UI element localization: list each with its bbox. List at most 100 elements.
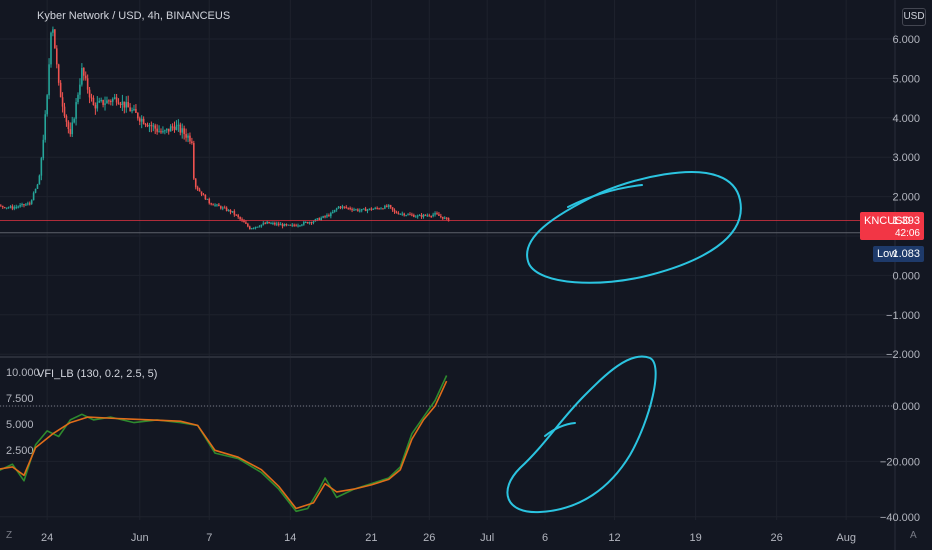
candle-body: [331, 211, 334, 214]
zoom-reset-icon[interactable]: Z: [6, 530, 13, 541]
candle-body: [183, 128, 185, 135]
candle-body: [23, 204, 25, 206]
candle-body: [48, 64, 50, 96]
candle-body: [5, 207, 8, 209]
candle-body: [200, 191, 203, 195]
candle-body: [181, 128, 184, 133]
candle-body: [389, 205, 392, 208]
price-tag-symbol: KNCUSD: [864, 215, 911, 227]
candle-body: [21, 204, 23, 206]
candle-body: [397, 213, 400, 215]
candle-body: [387, 205, 390, 207]
auto-scale-icon[interactable]: A: [910, 530, 917, 541]
candle-body: [393, 209, 396, 212]
candle-body: [140, 118, 143, 122]
tick-stroke-drawing[interactable]: [544, 422, 576, 437]
candle-body: [239, 217, 241, 220]
candle-body: [135, 108, 137, 113]
candle-body: [127, 102, 129, 108]
candle-body: [92, 97, 95, 106]
candle-body: [337, 206, 340, 209]
candle-body: [368, 208, 371, 210]
candle-body: [90, 97, 93, 99]
candle-body: [324, 216, 326, 218]
low-price-tag: Low 1.083: [873, 246, 924, 262]
candle-body: [32, 192, 35, 201]
drawings[interactable]: [506, 171, 742, 514]
candle-body: [440, 215, 442, 217]
candle-body: [322, 216, 324, 218]
candle-body: [193, 143, 195, 179]
candle-body: [436, 213, 438, 215]
candle-body: [57, 64, 60, 83]
candle-body: [96, 102, 99, 109]
trend-stroke-drawing[interactable]: [567, 184, 643, 208]
currency-badge[interactable]: USD: [902, 8, 926, 26]
candle-body: [378, 208, 380, 210]
candle-body: [318, 218, 321, 220]
candle-body: [386, 205, 388, 207]
candle-body: [432, 214, 434, 217]
time-tick-label: 24: [41, 532, 53, 544]
time-tick-label: 26: [423, 532, 435, 544]
candle-body: [276, 223, 278, 225]
candle-body: [220, 206, 222, 209]
candle-body: [351, 209, 353, 211]
candle-body: [117, 102, 120, 105]
time-tick-label: Jul: [480, 532, 494, 544]
indicator-right-tick-label: −40.000: [880, 512, 920, 524]
candle-body: [160, 131, 162, 133]
candle-body: [67, 121, 70, 130]
candle-body: [308, 222, 311, 224]
candle-body: [443, 217, 446, 219]
candle-body: [3, 207, 6, 209]
candle-body: [272, 222, 274, 224]
indicator-title[interactable]: VFI_LB (130, 0.2, 2.5, 5): [37, 368, 158, 380]
candle-body: [77, 94, 79, 103]
candle-body: [345, 206, 348, 208]
candle-body: [441, 216, 444, 219]
candle-body: [376, 207, 378, 209]
price-tick-label: 5.000: [892, 73, 920, 85]
candle-body: [150, 125, 153, 127]
candle-body: [395, 211, 398, 214]
candle-body: [25, 204, 27, 206]
candle-body: [310, 222, 313, 224]
candle-body: [75, 102, 77, 119]
candle-body: [202, 194, 205, 196]
candle-body: [405, 215, 407, 217]
candle-body: [260, 224, 263, 227]
candle-body: [113, 97, 116, 99]
candle-body: [30, 200, 33, 204]
candle-body: [46, 95, 48, 115]
candle-body: [430, 215, 432, 217]
loop-drawing[interactable]: [506, 355, 657, 514]
candle-body: [169, 126, 172, 132]
candle-body: [285, 224, 288, 226]
candle-body: [179, 124, 182, 133]
candle-body: [185, 134, 187, 138]
candle-body: [198, 189, 201, 192]
indicator-right-axis[interactable]: 0.000 −20.000 −40.000: [880, 401, 920, 524]
candle-body: [233, 211, 236, 215]
candle-body: [347, 207, 350, 209]
candle-body: [61, 97, 64, 107]
candle-body: [330, 213, 332, 217]
candle-body: [411, 214, 413, 216]
candle-body: [358, 210, 361, 212]
vfi-signal-line: [0, 380, 448, 510]
candle-body: [98, 100, 101, 103]
time-axis[interactable]: 24 Jun 7 14 21 26 Jul 6 12 19 26 Aug: [41, 532, 856, 544]
candle-body: [306, 222, 309, 224]
candle-body: [320, 217, 322, 220]
candle-body: [9, 206, 12, 208]
candle-body: [283, 224, 286, 227]
candle-body: [247, 223, 249, 227]
candle-body: [206, 198, 209, 200]
candle-body: [104, 103, 106, 105]
candle-body: [250, 228, 253, 230]
ellipse-drawing[interactable]: [526, 171, 742, 284]
candle-body: [227, 209, 230, 211]
candle-body: [148, 125, 151, 127]
